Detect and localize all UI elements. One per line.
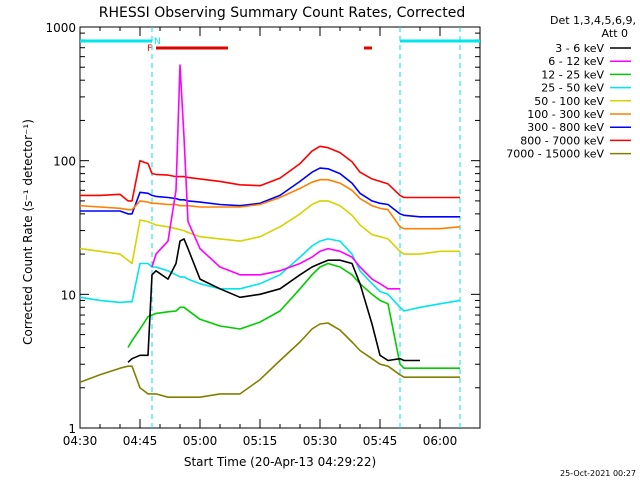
y-axis-label: Corrected Count Rate (s⁻¹ detector⁻¹) <box>21 119 35 345</box>
series-line-6 <box>79 178 461 230</box>
x-tick-label: 05:15 <box>243 434 278 448</box>
legend-entry-label: 7000 - 15000 keV <box>506 148 604 161</box>
legend-entry-label: 25 - 50 keV <box>541 82 604 95</box>
plot-layer: 1 10 100 1000 04:30 04:45 05:00 05:15 05:30 05:45… <box>45 21 481 448</box>
x-tick-label: 05:45 <box>363 434 398 448</box>
series-line-3 <box>127 262 460 369</box>
y-tick-label: 1000 <box>45 21 76 35</box>
legend-header-line-2: Att 0 <box>602 27 628 40</box>
x-tick-label: 06:00 <box>423 434 458 448</box>
x-tick-label: 05:30 <box>303 434 338 448</box>
legend-entry-label: 6 - 12 keV <box>548 55 604 68</box>
legend-entry-label: 3 - 6 keV <box>555 42 604 55</box>
footer-date: 25-Oct-2021 00:27 <box>560 469 636 478</box>
night-marker-label: N <box>154 37 161 47</box>
legend-header-line-1: Det 1,3,4,5,6,9, <box>550 14 636 27</box>
series-line-1 <box>127 238 420 363</box>
series-line-4 <box>79 238 461 312</box>
series-line-2 <box>151 64 400 290</box>
flare-marker-label: F <box>147 44 152 54</box>
x-axis-label: Start Time (20-Apr-13 04:29:22) <box>184 455 376 469</box>
legend-entry-label: 12 - 25 keV <box>541 68 604 81</box>
chart-title: RHESSI Observing Summary Count Rates, Co… <box>99 5 465 21</box>
series-line-5 <box>79 200 460 265</box>
legend-entry-label: 800 - 7000 keV <box>520 134 604 147</box>
series-line-8 <box>80 145 460 202</box>
legend-entry-label: 300 - 800 keV <box>527 121 604 134</box>
y-tick-label: 1 <box>68 422 76 436</box>
y-tick-label: 10 <box>61 288 76 302</box>
series-line-9 <box>79 322 460 398</box>
series-line-7 <box>80 167 460 218</box>
legend-entry-label: 100 - 300 keV <box>527 108 604 121</box>
legend-entry-label: 50 - 100 keV <box>534 95 604 108</box>
x-tick-label: 04:45 <box>123 434 158 448</box>
y-tick-label: 100 <box>53 155 76 169</box>
x-tick-label: 04:30 <box>63 434 98 448</box>
x-tick-label: 05:00 <box>183 434 218 448</box>
